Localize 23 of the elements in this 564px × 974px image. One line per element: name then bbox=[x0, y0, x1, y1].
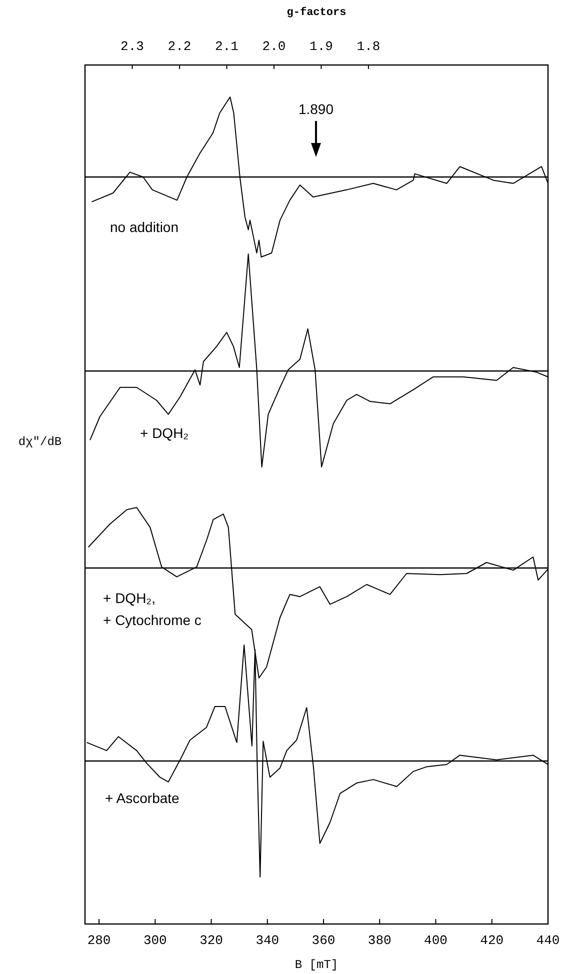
x-tick-label: 400 bbox=[424, 932, 448, 948]
x2-tick-label: 1.8 bbox=[356, 39, 380, 54]
x2-axis-title: g-factors bbox=[286, 6, 346, 19]
x-tick-label: 360 bbox=[312, 932, 336, 948]
series-label: no addition bbox=[110, 219, 179, 235]
x-axis-title: B [mT] bbox=[294, 958, 338, 972]
y-axis-title: dχ″/dB bbox=[18, 435, 62, 449]
x2-tick-label: 2.1 bbox=[215, 39, 239, 54]
x-tick-label: 440 bbox=[536, 932, 560, 948]
series-label: + Ascorbate bbox=[105, 790, 180, 806]
x-tick-label: 280 bbox=[87, 932, 111, 948]
series-label: + DQH₂, + Cytochrome c bbox=[103, 590, 202, 628]
x2-tick-label: 2.2 bbox=[168, 39, 192, 54]
x-tick-label: 300 bbox=[143, 932, 167, 948]
x2-tick-label: 2.3 bbox=[120, 39, 144, 54]
x2-tick-label: 1.9 bbox=[310, 39, 333, 54]
x-tick-label: 340 bbox=[256, 932, 280, 948]
x-tick-label: 320 bbox=[200, 932, 223, 948]
x2-tick-label: 2.0 bbox=[262, 39, 286, 54]
series-label: + DQH₂ bbox=[140, 425, 189, 441]
x-tick-label: 420 bbox=[480, 932, 504, 948]
x-tick-label: 380 bbox=[368, 932, 392, 948]
annotation: 1.890 bbox=[298, 101, 334, 117]
